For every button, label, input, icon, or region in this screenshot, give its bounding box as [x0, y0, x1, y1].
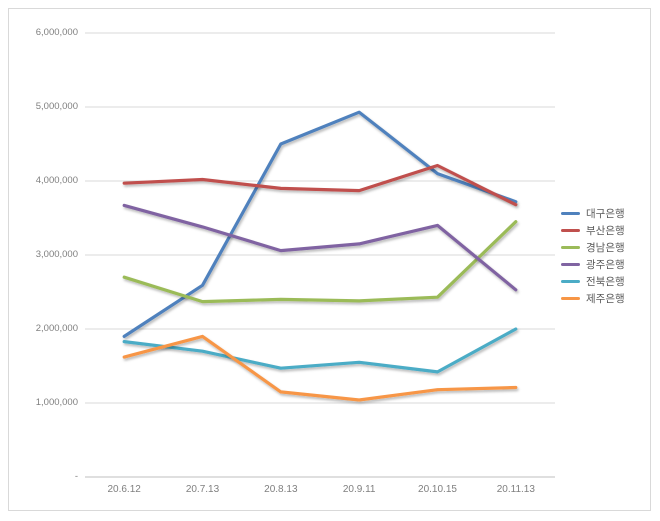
legend-label: 전북은행 — [586, 275, 625, 288]
legend-line-swatch-icon — [561, 296, 580, 300]
y-axis-tick-label: 5,000,000 — [35, 101, 78, 112]
legend-item: 대구은행 — [561, 207, 625, 220]
legend-line-swatch-icon — [561, 211, 580, 215]
x-axis-tick-label: 20.11.13 — [496, 484, 535, 495]
x-axis-tick-label: 20.10.15 — [418, 484, 457, 495]
series-line-0 — [122, 110, 518, 338]
x-axis-tick-label: 20.9.11 — [342, 484, 376, 495]
x-axis-tick-label: 20.7.13 — [185, 484, 220, 495]
legend-label: 경남은행 — [586, 241, 625, 254]
x-axis-tick-label: 20.6.12 — [107, 484, 141, 495]
legend-line-swatch-icon — [561, 262, 580, 266]
y-axis-tick-label: 2,000,000 — [35, 323, 78, 334]
series-line-1 — [122, 163, 518, 207]
legend-item: 부산은행 — [561, 224, 625, 237]
series-line-2 — [122, 220, 518, 304]
series-line-5 — [122, 334, 518, 402]
y-axis-tick-label: - — [74, 471, 78, 482]
legend-label: 제주은행 — [586, 292, 625, 305]
x-axis-tick-label: 20.8.13 — [264, 484, 298, 495]
y-axis-tick-label: 6,000,000 — [35, 27, 78, 38]
chart-frame — [8, 8, 651, 511]
y-axis-tick-label: 3,000,000 — [35, 249, 78, 260]
chart-legend: 대구은행 부산은행 경남은행 광주은행 전북은행 제주은행 — [561, 207, 625, 305]
legend-label: 대구은행 — [586, 207, 625, 220]
legend-item: 경남은행 — [561, 241, 625, 254]
legend-label: 광주은행 — [586, 258, 625, 271]
legend-item: 광주은행 — [561, 258, 625, 271]
legend-item: 제주은행 — [561, 292, 625, 305]
legend-label: 부산은행 — [586, 224, 625, 237]
series-line-3 — [122, 203, 518, 292]
legend-line-swatch-icon — [561, 245, 580, 249]
y-axis-tick-label: 4,000,000 — [35, 175, 78, 186]
series-line-4 — [122, 327, 518, 374]
legend-line-swatch-icon — [561, 228, 580, 232]
legend-item: 전북은행 — [561, 275, 625, 288]
y-axis-tick-label: 1,000,000 — [35, 397, 78, 408]
legend-line-swatch-icon — [561, 279, 580, 283]
